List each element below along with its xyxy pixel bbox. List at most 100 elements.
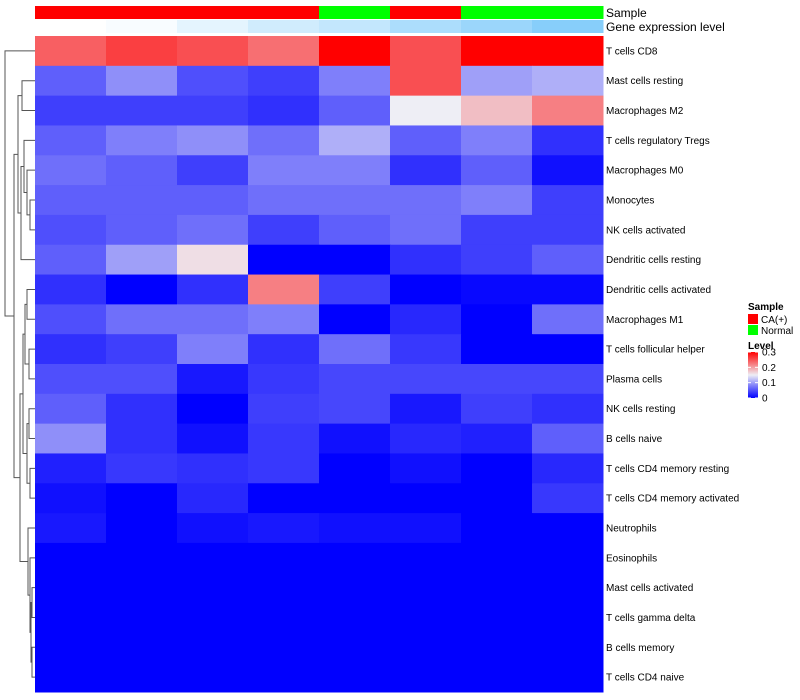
dendrogram-branch — [31, 646, 35, 678]
heatmap-cell — [319, 334, 391, 365]
heatmap-cell — [248, 304, 320, 335]
heatmap-cell — [390, 602, 462, 633]
heatmap-cell — [390, 214, 462, 246]
heatmap-cell — [35, 244, 107, 276]
dendrogram-branch — [21, 80, 35, 112]
heatmap-cell — [248, 155, 320, 186]
row-label: Macrophages M0 — [606, 166, 684, 177]
heatmap-cell — [177, 65, 249, 97]
heatmap-cell — [177, 334, 249, 365]
heatmap-cell — [390, 483, 462, 514]
row-label: Plasma cells — [606, 374, 662, 385]
heatmap-cell — [461, 423, 533, 454]
heatmap-cell — [35, 95, 107, 126]
heatmap-cell — [35, 542, 107, 574]
heatmap-cell — [177, 36, 249, 67]
heatmap-cell — [35, 572, 107, 604]
heatmap-cell — [248, 65, 320, 97]
heatmap-cell — [106, 483, 178, 514]
heatmap-cell — [319, 393, 391, 425]
heatmap-cell — [248, 214, 320, 246]
heatmap-cell — [106, 364, 178, 395]
heatmap-cell — [532, 95, 604, 126]
heatmap-cell — [177, 214, 249, 246]
dendrogram-branch — [20, 165, 35, 261]
heatmap-cell — [177, 244, 249, 276]
heatmap-cell — [177, 453, 249, 484]
row-label: Eosinophils — [606, 553, 657, 564]
heatmap-cell — [319, 364, 391, 395]
heatmap-cell — [461, 602, 533, 633]
heatmap-cell — [35, 662, 107, 693]
heatmap-cell — [106, 662, 178, 693]
heatmap-cell — [461, 542, 533, 574]
heatmap-cell — [319, 423, 391, 454]
heatmap-cell — [177, 572, 249, 604]
heatmap-cell — [35, 453, 107, 484]
heatmap-cell — [35, 185, 107, 216]
row-label: T cells regulatory Tregs — [606, 136, 710, 147]
heatmap-cell — [106, 423, 178, 454]
heatmap-cell — [319, 602, 391, 633]
heatmap-cell — [177, 662, 249, 693]
heatmap-cell — [319, 65, 391, 97]
sample-annotation-cell — [35, 6, 107, 19]
heatmap-cell — [319, 95, 391, 126]
dendrogram-branch — [27, 527, 35, 596]
heatmap-cell — [177, 125, 249, 156]
heatmap-cell — [319, 513, 391, 544]
heatmap-cell — [319, 125, 391, 156]
heatmap-cell — [106, 542, 178, 574]
heatmap-cell — [461, 393, 533, 425]
heatmap-cell — [390, 185, 462, 216]
expression-annotation-cell — [35, 20, 107, 33]
heatmap-cell — [35, 602, 107, 633]
heatmap-cell — [532, 214, 604, 246]
heatmap-cell — [177, 632, 249, 663]
heatmap-cell — [461, 65, 533, 97]
heatmap-cell — [319, 214, 391, 246]
heatmap-cell — [248, 95, 320, 126]
heatmap-cell — [532, 393, 604, 425]
legend-level-tick-label: 0.1 — [762, 378, 776, 389]
heatmap-cell — [390, 572, 462, 604]
heatmap-cell — [35, 334, 107, 365]
heatmap-cell — [177, 364, 249, 395]
heatmap-cell — [177, 423, 249, 454]
heatmap-cell — [390, 453, 462, 484]
heatmap-cell — [106, 274, 178, 305]
row-label: T cells CD8 — [606, 46, 658, 57]
expression-annotation-cell — [532, 20, 604, 33]
row-label: Dendritic cells activated — [606, 285, 711, 296]
heatmap-cell — [106, 334, 178, 365]
row-label: Mast cells activated — [606, 583, 693, 594]
row-label: T cells CD4 memory activated — [606, 494, 739, 505]
heatmap-cell — [106, 244, 178, 276]
heatmap-cell — [177, 185, 249, 216]
heatmap-cell — [532, 65, 604, 97]
heatmap-cell — [248, 125, 320, 156]
row-label: Monocytes — [606, 196, 654, 207]
dendrogram-branch — [13, 153, 20, 479]
heatmap-cell — [177, 155, 249, 186]
heatmap-cell — [319, 632, 391, 663]
heatmap-cell — [532, 334, 604, 365]
heatmap-cell — [35, 155, 107, 186]
heatmap-cell — [35, 65, 107, 97]
heatmap-cell — [248, 542, 320, 574]
heatmap-cell — [461, 274, 533, 305]
dendrogram-branch — [31, 587, 35, 618]
sample-annotation-cell — [106, 6, 178, 19]
heatmap-cell — [319, 572, 391, 604]
heatmap-cell — [177, 542, 249, 574]
heatmap-cell — [248, 602, 320, 633]
heatmap-cell — [106, 125, 178, 156]
legend-label-normal: Normal — [761, 326, 793, 337]
heatmap-cell — [177, 95, 249, 126]
heatmap-cell — [532, 453, 604, 484]
legend-level-ticks: 0.3 0.2 0.1 0 — [748, 348, 776, 405]
heatmap-cell — [390, 542, 462, 574]
column-annotations — [35, 6, 604, 33]
row-label: Neutrophils — [606, 524, 657, 535]
heatmap-cell — [390, 364, 462, 395]
